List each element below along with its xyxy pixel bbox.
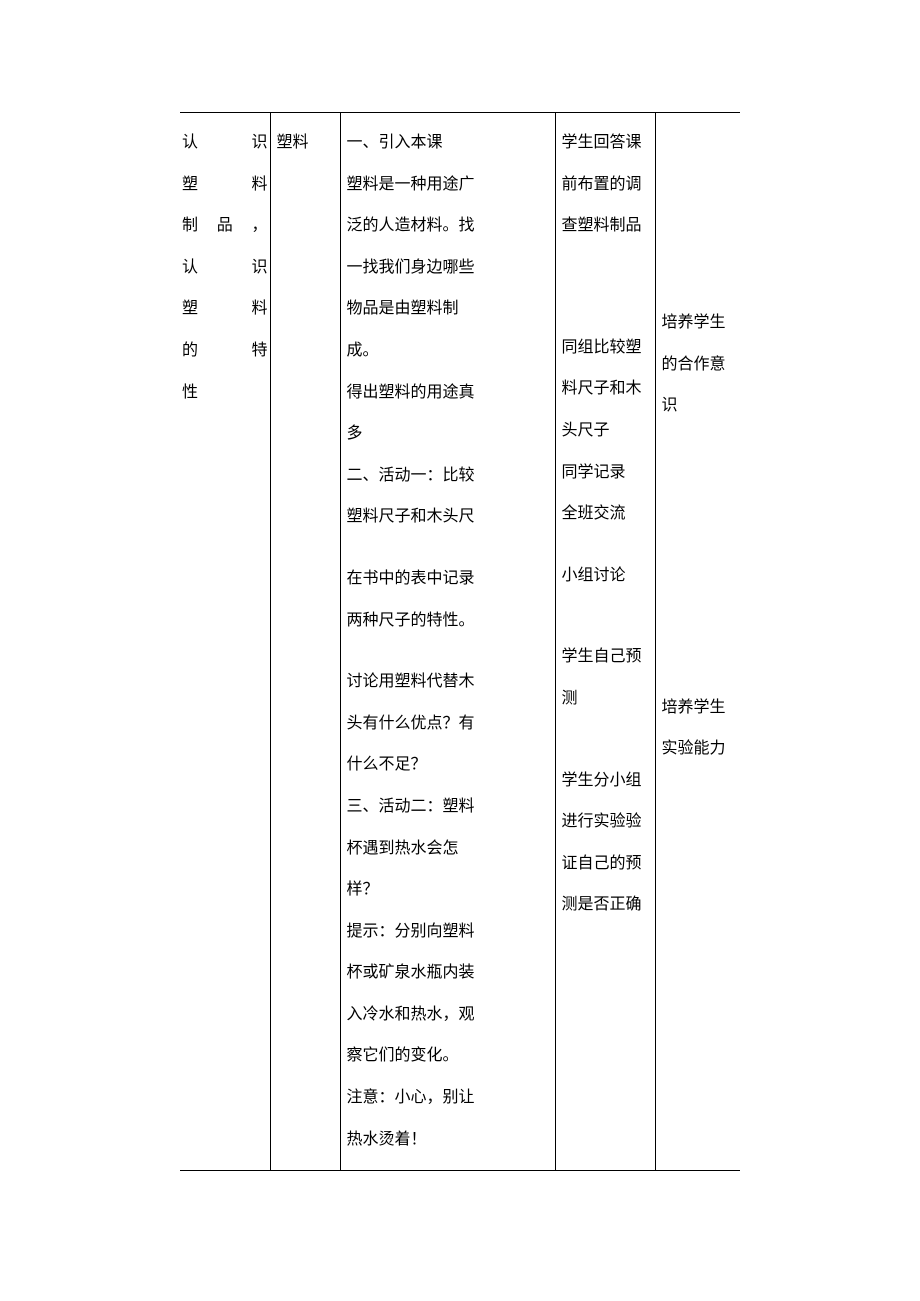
text: 讨论用塑料代替木: [347, 661, 549, 703]
text: 杯遇到热水会怎: [347, 828, 549, 870]
text: 全班交流: [562, 493, 649, 535]
text: 同学记录: [562, 452, 649, 494]
text: 学生自己预: [562, 636, 649, 678]
text: 制品，: [182, 205, 268, 247]
spacer: [562, 247, 649, 267]
text: 头有什么优点？有: [347, 703, 549, 745]
text: 认识: [182, 122, 268, 164]
text: 认识: [182, 247, 268, 289]
text: 料尺子和木: [562, 368, 649, 410]
spacer: [662, 427, 735, 447]
spacer: [662, 262, 735, 282]
spacer: [662, 182, 735, 202]
text: 成。: [347, 330, 549, 372]
text: 三、活动二：塑料: [347, 786, 549, 828]
spacer: [662, 242, 735, 262]
spacer: [662, 222, 735, 242]
text: 两种尺子的特性。: [347, 600, 549, 642]
text: 塑料: [182, 288, 268, 330]
text: 小组讨论: [562, 555, 649, 597]
text: 样？: [347, 869, 549, 911]
text: 的合作意: [662, 344, 735, 386]
cell-topic: 塑料: [270, 112, 340, 1171]
text: 塑料: [277, 122, 334, 164]
text: 塑料: [182, 164, 268, 206]
text: 热水烫着！: [347, 1119, 549, 1161]
spacer: [662, 607, 735, 627]
spacer: [662, 527, 735, 547]
spacer: [562, 535, 649, 555]
spacer: [662, 487, 735, 507]
spacer: [662, 507, 735, 527]
spacer: [562, 596, 649, 616]
spacer: [562, 267, 649, 287]
text: 测是否正确: [562, 884, 649, 926]
spacer: [662, 122, 735, 142]
table-row: 认识 塑料 制品， 认识 塑料 的特 性 塑料 一、引入本课 塑料是一种用途广 …: [180, 112, 740, 1171]
table: 认识 塑料 制品， 认识 塑料 的特 性 塑料 一、引入本课 塑料是一种用途广 …: [180, 112, 740, 1171]
text: 物品是由塑料制: [347, 288, 549, 330]
text: 塑料是一种用途广: [347, 164, 549, 206]
lesson-plan-table: 认识 塑料 制品， 认识 塑料 的特 性 塑料 一、引入本课 塑料是一种用途广 …: [180, 112, 740, 1171]
text: 一、引入本课: [347, 122, 549, 164]
text: 得出塑料的用途真: [347, 372, 549, 414]
text: 一找我们身边哪些: [347, 247, 549, 289]
text: 提示：分别向塑料: [347, 911, 549, 953]
text: 性: [182, 372, 268, 414]
text: 的特: [182, 330, 268, 372]
text: 入冷水和热水，观: [347, 994, 549, 1036]
spacer: [662, 667, 735, 687]
text: 塑料尺子和木头尺: [347, 496, 549, 538]
spacer: [662, 547, 735, 567]
text: 进行实验验: [562, 801, 649, 843]
spacer: [562, 307, 649, 327]
cell-purpose: 培养学生 的合作意 识 培养学生 实验能力: [655, 112, 740, 1171]
spacer: [662, 142, 735, 162]
text: 杯或矿泉水瓶内装: [347, 952, 549, 994]
text: 测: [562, 678, 649, 720]
text: 识: [662, 385, 735, 427]
spacer: [562, 740, 649, 760]
text: 同组比较塑: [562, 327, 649, 369]
text: 培养学生: [662, 687, 735, 729]
text: 头尺子: [562, 410, 649, 452]
text: 察它们的变化。: [347, 1035, 549, 1077]
spacer: [662, 202, 735, 222]
spacer: [662, 627, 735, 647]
spacer: [662, 282, 735, 302]
text: 多: [347, 413, 549, 455]
spacer: [347, 641, 549, 661]
text: 二、活动一：比较: [347, 455, 549, 497]
text: 实验能力: [662, 728, 735, 770]
text: 什么不足？: [347, 744, 549, 786]
text: 泛的人造材料。找: [347, 205, 549, 247]
spacer: [662, 447, 735, 467]
spacer: [662, 647, 735, 667]
text: 培养学生: [662, 302, 735, 344]
spacer: [662, 587, 735, 607]
spacer: [662, 567, 735, 587]
spacer: [662, 162, 735, 182]
spacer: [562, 720, 649, 740]
text: 前布置的调: [562, 164, 649, 206]
spacer: [562, 287, 649, 307]
text: 在书中的表中记录: [347, 558, 549, 600]
spacer: [347, 538, 549, 558]
text: 证自己的预: [562, 843, 649, 885]
spacer: [662, 467, 735, 487]
text: 学生分小组: [562, 760, 649, 802]
cell-teacher-activity: 一、引入本课 塑料是一种用途广 泛的人造材料。找 一找我们身边哪些 物品是由塑料…: [340, 112, 555, 1171]
text: 查塑料制品: [562, 205, 649, 247]
cell-objective: 认识 塑料 制品， 认识 塑料 的特 性: [180, 112, 270, 1171]
cell-student-activity: 学生回答课 前布置的调 查塑料制品 同组比较塑 料尺子和木 头尺子 同学记录 全…: [555, 112, 655, 1171]
spacer: [562, 616, 649, 636]
text: 注意：小心，别让: [347, 1077, 549, 1119]
text: 学生回答课: [562, 122, 649, 164]
